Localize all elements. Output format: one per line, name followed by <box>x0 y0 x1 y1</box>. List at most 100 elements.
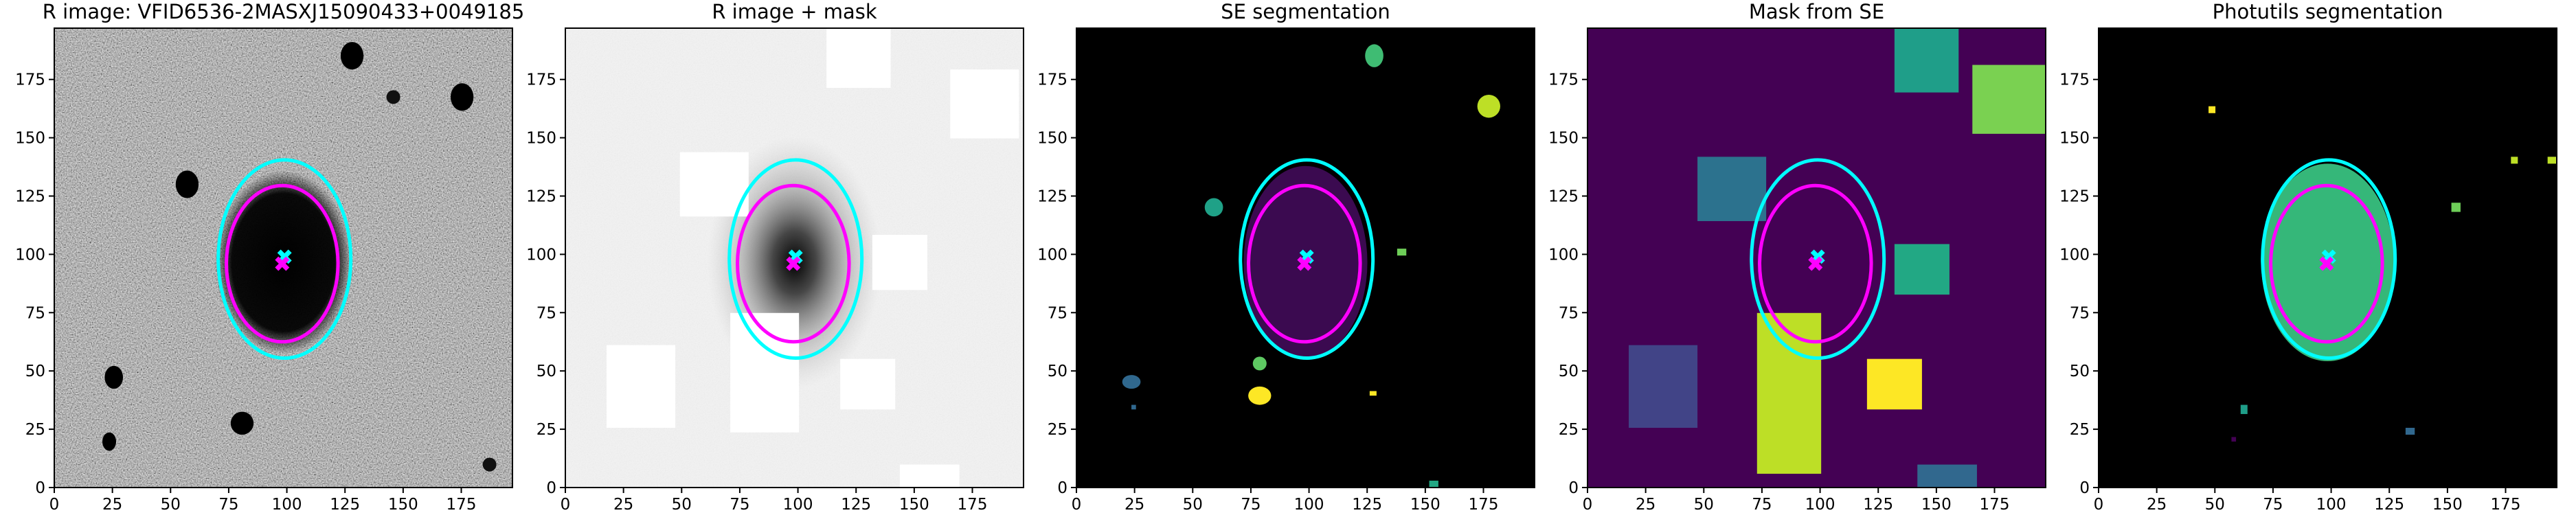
y-tick-label: 0 <box>1057 479 1067 497</box>
y-tick-label: 0 <box>546 479 556 497</box>
y-tick-label: 100 <box>1037 246 1067 264</box>
ellipse <box>1750 158 1886 360</box>
image <box>54 28 512 488</box>
source <box>1756 312 1822 474</box>
y-tick-label: 25 <box>2070 421 2090 439</box>
x-tick-label: 125 <box>1863 496 1893 514</box>
y-tick-label: 75 <box>1559 304 1579 322</box>
x-tick-label: 0 <box>1072 496 1082 514</box>
axes-frame <box>54 27 513 488</box>
source <box>1122 375 1141 389</box>
y-tick-label: 125 <box>1037 188 1067 206</box>
x-tick-label: 75 <box>2263 496 2283 514</box>
image <box>1076 28 1535 488</box>
center-marker <box>2319 256 2334 271</box>
panel-title: R image: VFID6536-2MASXJ15090433+0049185 <box>43 0 525 23</box>
axes-frame <box>1076 27 1535 488</box>
x-tick-label: 0 <box>1583 496 1593 514</box>
x-tick-label: 50 <box>1183 496 1203 514</box>
source <box>2405 428 2415 435</box>
source <box>1894 28 1959 93</box>
source <box>230 411 254 435</box>
ellipse <box>727 158 864 360</box>
x-tick-label: 75 <box>1752 496 1772 514</box>
x-tick-label: 175 <box>958 496 988 514</box>
x-tick-label: 125 <box>1352 496 1382 514</box>
source <box>1369 391 1377 396</box>
x-tick-label: 175 <box>1980 496 2010 514</box>
source <box>840 358 896 410</box>
y-tick-label: 25 <box>1559 421 1579 439</box>
ellipse <box>225 183 340 344</box>
x-tick-label: 25 <box>1125 496 1144 514</box>
center-marker <box>1297 256 1312 271</box>
x-tick-label: 50 <box>2205 496 2225 514</box>
y-tick-label: 100 <box>1548 246 1579 264</box>
axes-frame <box>2098 27 2557 488</box>
panel: R image + mask 0 25 50 75 100 125 150 175 0 25 50 75… <box>526 0 1024 514</box>
axes-frame <box>565 27 1024 488</box>
x-tick-label: 50 <box>672 496 692 514</box>
x-tick-label: 125 <box>330 496 360 514</box>
y-tick-label: 150 <box>1548 130 1579 148</box>
source <box>386 90 400 104</box>
panel-title: Photutils segmentation <box>2213 0 2443 23</box>
y-tick-label: 25 <box>1048 421 1067 439</box>
source <box>607 345 676 428</box>
y-tick-label: 50 <box>1048 363 1067 380</box>
y-tick-label: 150 <box>1037 130 1067 148</box>
y-tick-label: 0 <box>35 479 45 497</box>
source <box>2547 157 2557 164</box>
y-tick-label: 50 <box>25 363 45 380</box>
ellipse <box>736 183 851 344</box>
source <box>826 28 891 88</box>
y-tick-label: 125 <box>15 188 45 206</box>
x-tick-label: 75 <box>730 496 749 514</box>
x-tick-label: 75 <box>1241 496 1261 514</box>
x-tick-label: 100 <box>1294 496 1324 514</box>
ellipse <box>2269 183 2384 344</box>
source <box>1248 386 1272 405</box>
source <box>1866 358 1922 410</box>
y-tick-label: 175 <box>2059 71 2090 89</box>
y-tick-label: 175 <box>526 71 556 89</box>
image <box>1588 28 2046 488</box>
y-tick-label: 175 <box>1548 71 1579 89</box>
y-tick-label: 100 <box>526 246 556 264</box>
x-tick-label: 150 <box>899 496 929 514</box>
source <box>1917 464 1977 488</box>
panel-title: Mask from SE <box>1749 0 1884 23</box>
source <box>2240 404 2248 414</box>
source <box>2231 437 2237 442</box>
source <box>950 69 1019 139</box>
axes-frame <box>1587 27 2046 488</box>
source <box>482 457 497 472</box>
x-tick-label: 175 <box>447 496 477 514</box>
x-tick-label: 50 <box>1694 496 1714 514</box>
y-tick-label: 100 <box>15 246 45 264</box>
panel-title: R image + mask <box>712 0 877 23</box>
ellipse <box>1758 183 1873 344</box>
x-tick-label: 100 <box>783 496 813 514</box>
source <box>102 432 117 451</box>
y-tick-label: 125 <box>1548 188 1579 206</box>
x-tick-label: 100 <box>2316 496 2347 514</box>
y-tick-label: 50 <box>1559 363 1579 380</box>
x-tick-label: 150 <box>1921 496 1952 514</box>
x-tick-label: 150 <box>388 496 418 514</box>
source <box>450 83 474 111</box>
source <box>1697 157 1767 221</box>
x-tick-label: 0 <box>2094 496 2104 514</box>
y-tick-label: 150 <box>15 130 45 148</box>
y-tick-label: 25 <box>536 421 556 439</box>
center-marker <box>786 256 801 271</box>
panel: R image: VFID6536-2MASXJ15090433+0049185… <box>15 0 524 514</box>
panel: SE segmentation 0 25 50 75 100 125 150 175 0 25 50 7… <box>1037 0 1535 514</box>
ellipse <box>2261 158 2397 360</box>
source <box>1477 95 1500 118</box>
y-tick-label: 0 <box>1568 479 1579 497</box>
x-tick-label: 25 <box>613 496 633 514</box>
x-tick-label: 125 <box>2374 496 2404 514</box>
